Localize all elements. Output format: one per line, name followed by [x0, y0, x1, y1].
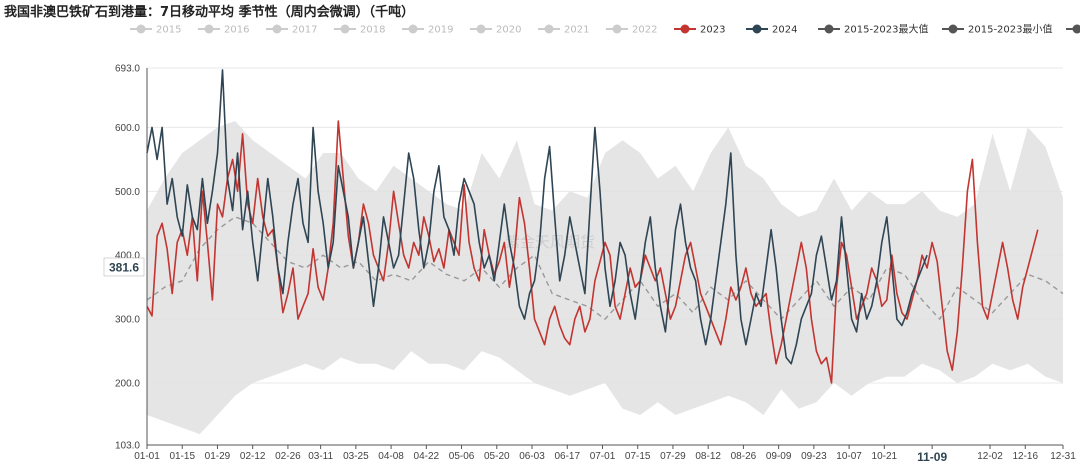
legend-marker [752, 24, 762, 34]
legend-label: 2016 [224, 25, 249, 36]
legend-item-2018[interactable]: 2018 [334, 24, 385, 36]
legend-marker [476, 24, 486, 34]
max-min-band [147, 121, 1063, 435]
legend-label: 2020 [496, 25, 521, 36]
y-pointer-box [103, 257, 145, 277]
legend-label: 2022 [632, 25, 657, 36]
x-tick-label: 09-09 [766, 451, 792, 462]
axes: 693.0 600.0 500.0 400.0 300.0 200.0 103.001-01… [115, 64, 1076, 463]
legend-label: 2018 [360, 25, 385, 36]
x-tick-label: 04-22 [414, 451, 440, 462]
legend-label: 2015 [156, 25, 181, 36]
legend-label: 2024 [772, 25, 797, 36]
legend-label: 2017 [292, 25, 317, 36]
legend-label: 2019 [428, 25, 453, 36]
x-tick-label: 02-12 [240, 451, 266, 462]
legend-label: 2015-2023最小值 [968, 23, 1053, 36]
range-band [147, 121, 1063, 435]
series-lines [146, 69, 1064, 384]
x-tick-label: 10-21 [872, 451, 898, 462]
x-pointer-label: 11-09 [917, 450, 947, 463]
x-tick-label: 01-29 [205, 451, 231, 462]
legend-marker [948, 24, 958, 34]
x-tick-label: 08-26 [731, 451, 757, 462]
legend-marker [408, 24, 418, 34]
legend-item-2023[interactable]: 2023 [674, 24, 725, 36]
x-tick-label: 01-01 [134, 451, 160, 462]
x-tick-label: 07-29 [660, 451, 686, 462]
x-tick-label: 08-12 [695, 451, 721, 462]
axis-pointer: 381.6 11-09 [103, 257, 947, 463]
y-tick-label: 400.0 [115, 251, 140, 262]
legend-item-2015-2023均值[interactable]: 2015-2023均值 [1066, 23, 1080, 36]
legend-item-2022[interactable]: 2022 [606, 24, 657, 36]
legend-label: 2023 [700, 25, 725, 36]
y-tick-label: 600.0 [115, 123, 140, 134]
x-tick-label: 12-16 [1012, 451, 1038, 462]
y-tick-label: 300.0 [115, 315, 140, 326]
x-tick-label: 04-08 [378, 451, 404, 462]
legend-item-2015-2023最大值[interactable]: 2015-2023最大值 [818, 23, 929, 36]
x-tick-label: 09-23 [801, 451, 827, 462]
x-tick-label: 02-26 [275, 451, 301, 462]
legend-marker [272, 24, 282, 34]
legend-item-2019[interactable]: 2019 [402, 24, 453, 36]
chart-title: 我国非澳巴铁矿石到港量：7日移动平均 季节性（周内会微调）（千吨） [4, 5, 415, 20]
legend-label: 2021 [564, 25, 589, 36]
series-line-2015-2023均值 [146, 216, 1064, 320]
legend-item-2015-2023最小值[interactable]: 2015-2023最小值 [942, 23, 1053, 36]
x-tick-label: 10-07 [836, 451, 862, 462]
x-tick-label: 01-15 [169, 451, 195, 462]
legend-marker [680, 24, 690, 34]
legend-item-2016[interactable]: 2016 [198, 24, 249, 36]
legend-marker [544, 24, 554, 34]
legend-item-2015[interactable]: 2015 [130, 24, 181, 36]
y-pointer-label: 381.6 [109, 260, 139, 274]
series-line-2024 [146, 69, 928, 365]
legend-label: 2015-2023最大值 [844, 23, 929, 36]
x-tick-label: 03-11 [308, 451, 333, 462]
x-tick-label: 12-31 [1050, 451, 1076, 462]
y-tick-label: 200.0 [115, 379, 140, 390]
legend-item-2024[interactable]: 2024 [746, 24, 797, 36]
x-tick-label: 12-02 [977, 451, 1003, 462]
legend-item-2020[interactable]: 2020 [470, 24, 521, 36]
legend-item-2021[interactable]: 2021 [538, 24, 589, 36]
legend-marker [136, 24, 146, 34]
x-tick-label: 07-01 [590, 451, 616, 462]
y-tick-label: 103.0 [115, 441, 140, 452]
legend-item-2017[interactable]: 2017 [266, 24, 317, 36]
legend-marker [204, 24, 214, 34]
legend-marker [340, 24, 350, 34]
x-tick-label: 05-06 [449, 451, 475, 462]
y-tick-label: 500.0 [115, 187, 140, 198]
x-tick-label: 06-03 [519, 451, 545, 462]
watermark: 紫金天风期货 [505, 233, 595, 251]
x-tick-label: 03-25 [343, 451, 369, 462]
legend-marker [1072, 24, 1080, 34]
y-tick-label: 693.0 [115, 64, 140, 75]
legend-marker [824, 24, 834, 34]
legend-marker [612, 24, 622, 34]
series-line-2023 [146, 120, 1039, 384]
x-tick-label: 05-20 [484, 451, 510, 462]
legend[interactable]: 2015 2016 2017 2018 2019 2020 2021 2022 2023 2024… [130, 23, 1080, 36]
x-tick-label: 07-15 [625, 451, 651, 462]
x-tick-label: 06-17 [554, 451, 580, 462]
